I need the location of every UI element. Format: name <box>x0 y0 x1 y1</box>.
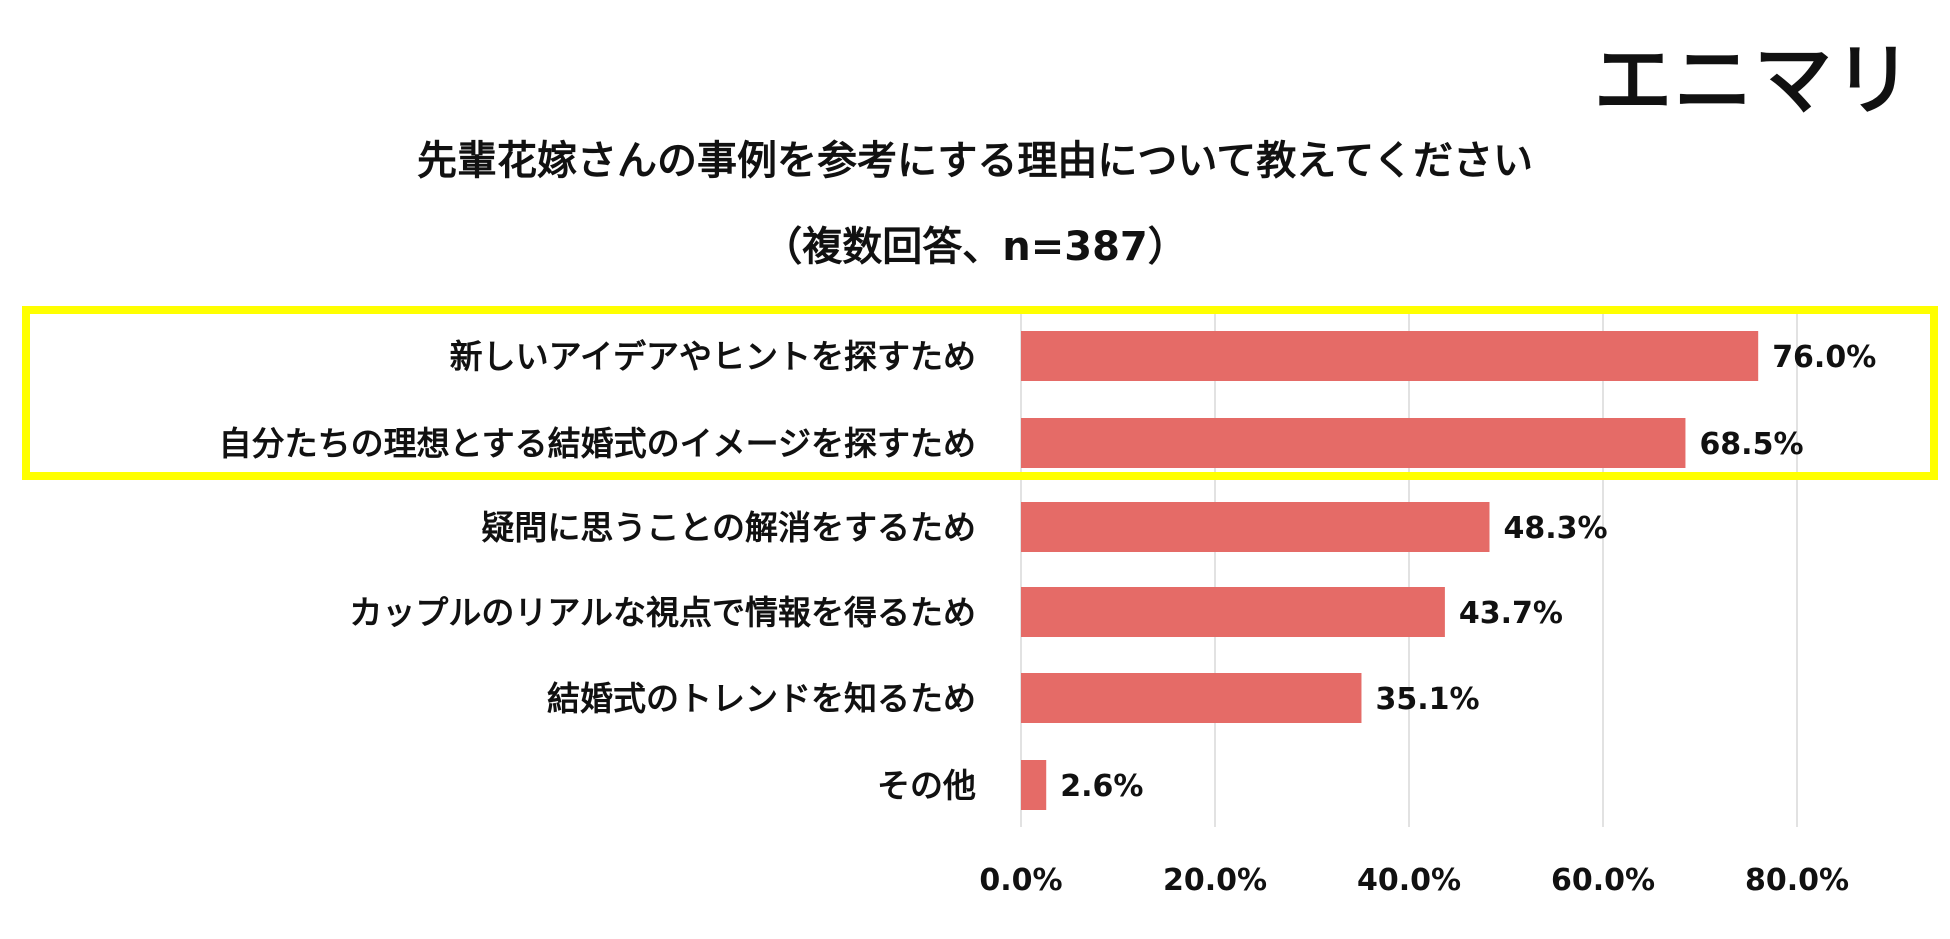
data-label: 76.0% <box>1772 340 1876 375</box>
x-tick-label: 80.0% <box>1745 863 1849 898</box>
data-label: 43.7% <box>1459 596 1563 631</box>
category-label: カップルのリアルな視点で情報を得るため <box>349 593 976 632</box>
data-label: 48.3% <box>1504 511 1608 546</box>
highlight-box <box>22 306 1938 480</box>
chart-title: 先輩花嫁さんの事例を参考にする理由について教えてください <box>417 138 1533 184</box>
logo: エニマリ <box>1593 36 1914 126</box>
data-label: 2.6% <box>1060 769 1143 804</box>
category-label: 疑問に思うことの解消をするため <box>481 508 976 547</box>
category-label: 新しいアイデアやヒントを探すため <box>450 337 976 376</box>
data-label: 68.5% <box>1699 427 1803 462</box>
category-label: その他 <box>877 766 976 805</box>
chart-subtitle: （複数回答、n=387） <box>762 224 1188 270</box>
x-tick-label: 20.0% <box>1163 863 1267 898</box>
bar <box>1021 673 1362 723</box>
bar <box>1021 418 1686 468</box>
bar <box>1021 760 1047 810</box>
data-label: 35.1% <box>1375 682 1479 717</box>
x-tick-label: 40.0% <box>1357 863 1461 898</box>
bar <box>1021 587 1445 637</box>
x-tick-label: 0.0% <box>979 863 1062 898</box>
x-tick-label: 60.0% <box>1551 863 1655 898</box>
bar <box>1021 331 1759 381</box>
category-label: 結婚式のトレンドを知るため <box>547 679 976 718</box>
category-label: 自分たちの理想とする結婚式のイメージを探すため <box>219 424 976 463</box>
bar <box>1021 502 1490 552</box>
